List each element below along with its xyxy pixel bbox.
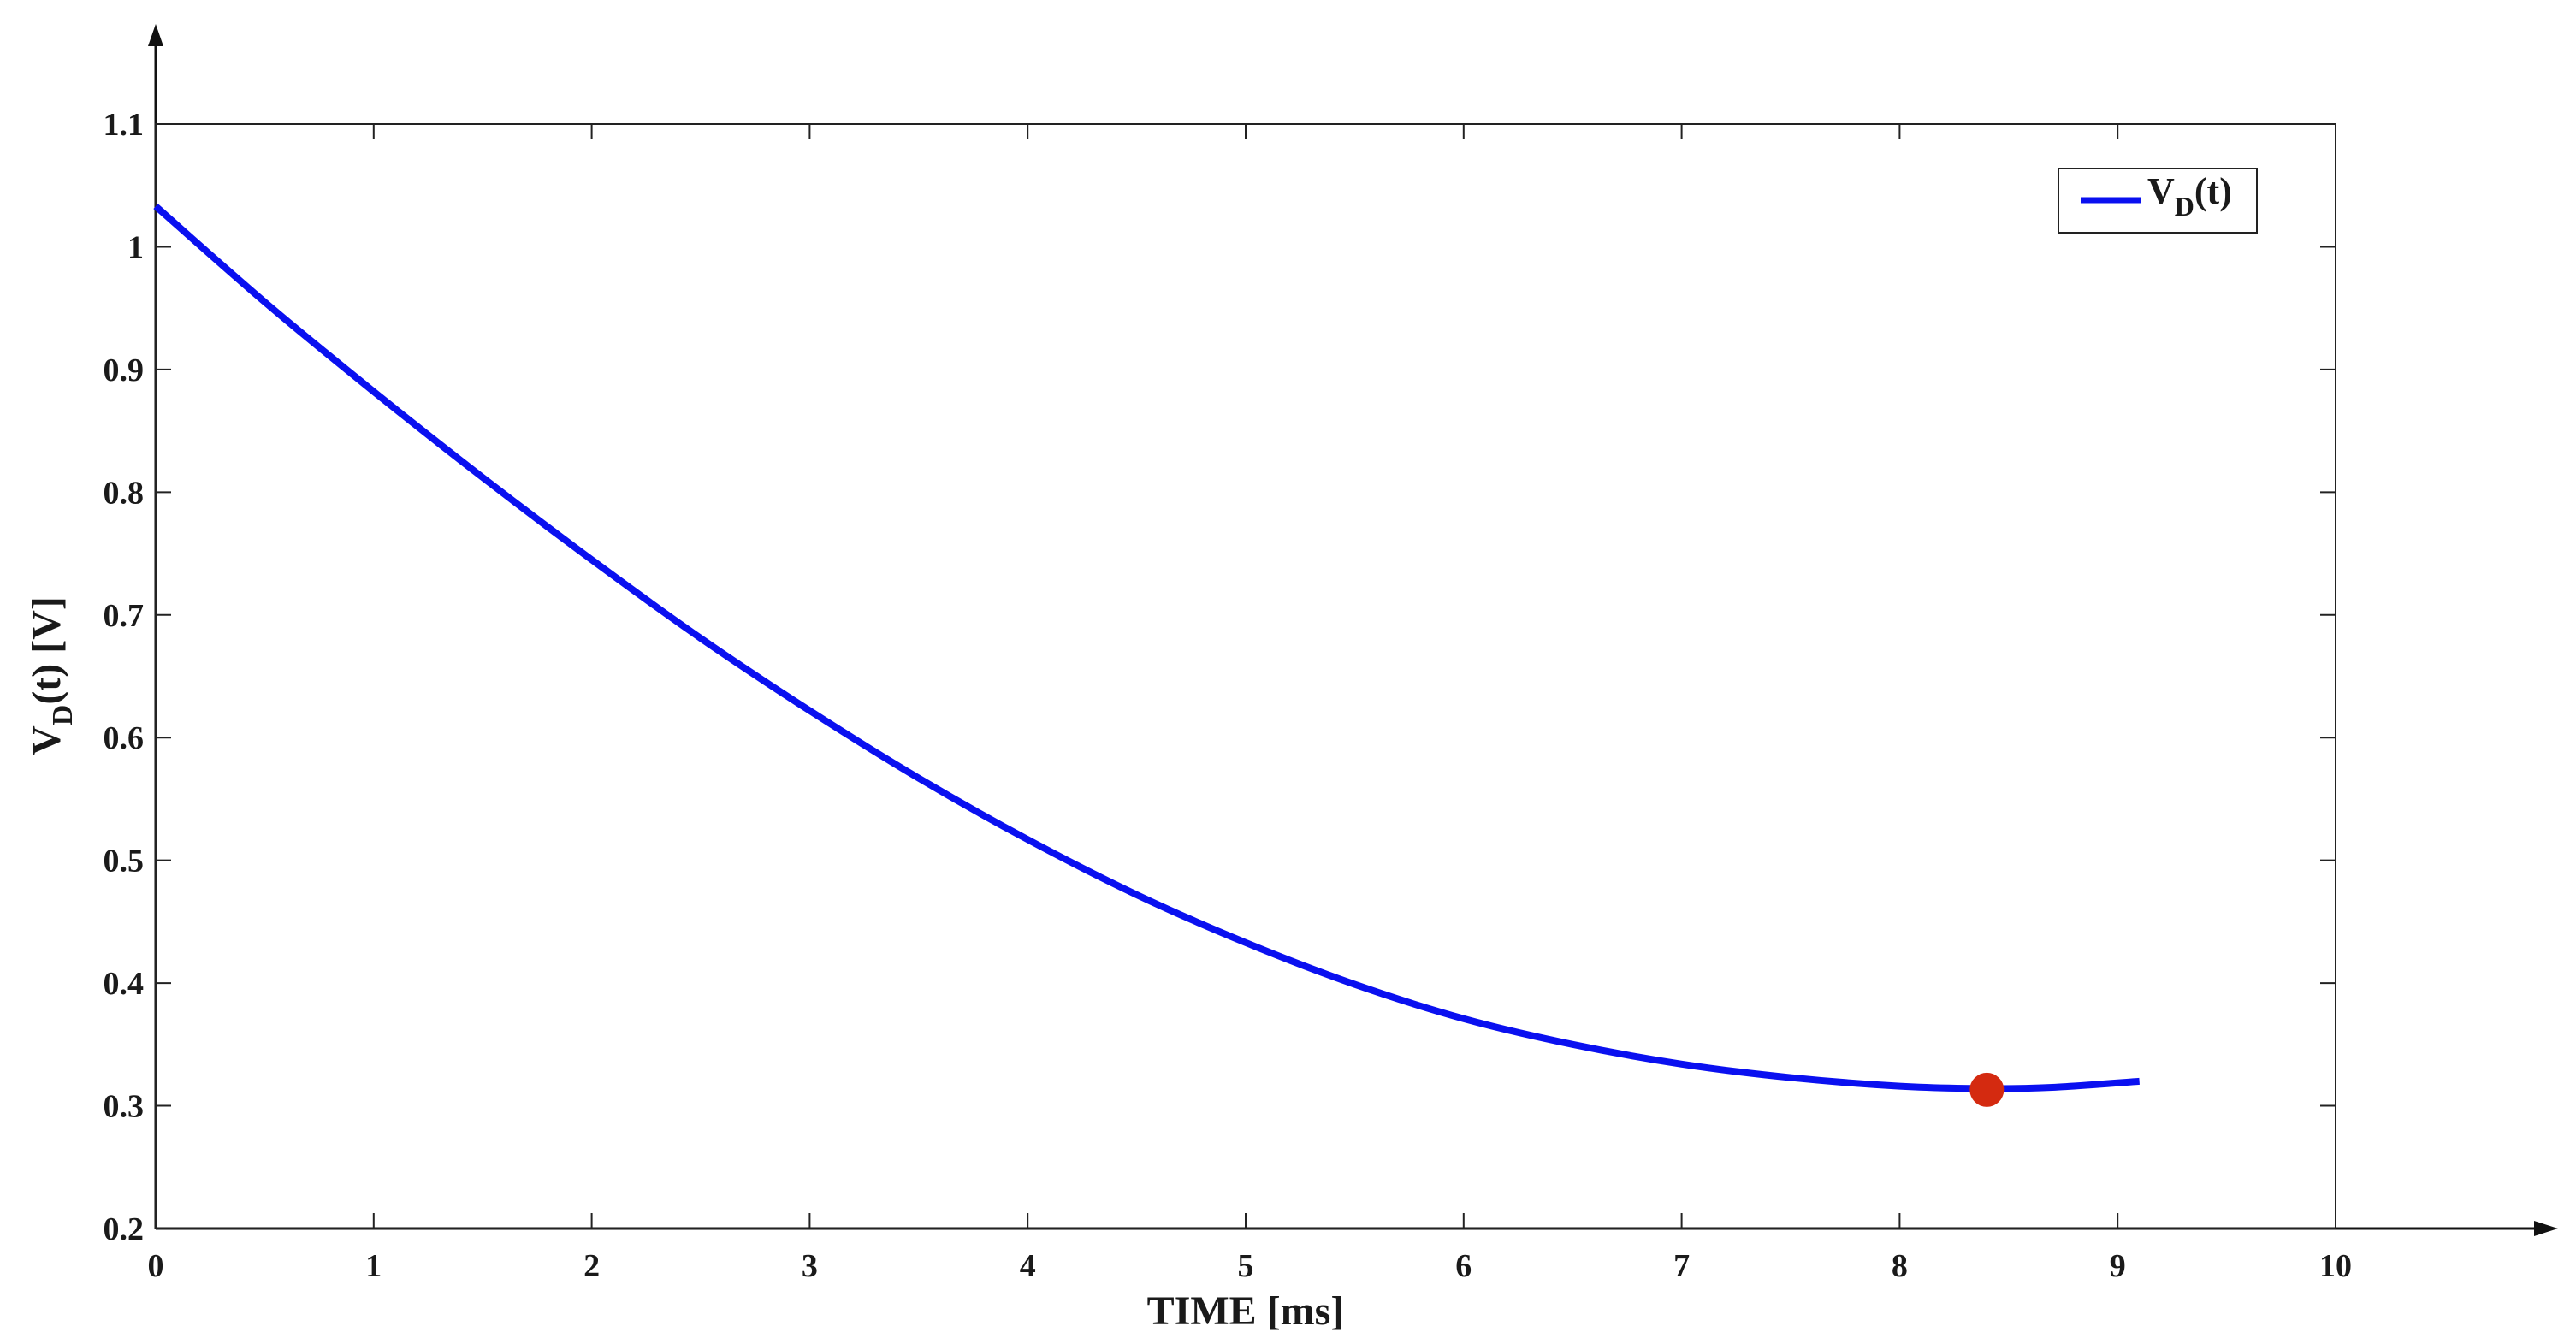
y-tick-label: 1 [127,229,144,265]
y-tick-label: 0.5 [104,844,145,879]
y-tick-label: 0.3 [104,1089,145,1125]
x-tick-label: 0 [148,1248,164,1284]
x-tick-label: 4 [1020,1248,1036,1284]
legend-label-main: V [2147,170,2175,212]
plot-area [155,123,2336,1229]
y-tick-label: 0.6 [104,720,145,756]
x-tick-label: 10 [2319,1248,2352,1284]
series-group [153,204,2140,1107]
y-tick-label: 0.2 [104,1211,145,1247]
x-tick-label: 6 [1455,1248,1472,1284]
y-ticks: 0.2 0.3 0.4 0.5 0.6 0.7 0.8 0.9 1 1.1 [104,107,2336,1247]
series-line [153,204,2140,1092]
x-tick-label: 2 [583,1248,600,1284]
y-axis-arrowhead [148,24,163,46]
x-axis-arrowhead [2534,1221,2558,1236]
x-tick-label: 1 [365,1248,382,1284]
x-tick-label: 9 [2110,1248,2126,1284]
y-axis-label: VD(t) [V] [24,596,79,755]
y-tick-label: 0.9 [104,352,145,388]
legend: VD(t) [2058,168,2258,234]
x-tick-label: 3 [802,1248,818,1284]
legend-label-sub: D [2175,191,2194,222]
y-axis-label-sub: D [47,705,79,726]
y-tick-label: 0.8 [104,475,145,511]
minimum-point-marker [1969,1072,2005,1107]
x-tick-label: 8 [1892,1248,1908,1284]
x-ticks: 0 1 2 3 4 5 6 7 8 9 10 [148,124,2352,1284]
y-tick-label: 1.1 [104,107,145,143]
legend-label: VD(t) [2147,170,2232,222]
x-axis-label: TIME [ms] [1147,1288,1345,1334]
x-tick-label: 7 [1673,1248,1690,1284]
legend-label-rest: (t) [2194,170,2232,212]
y-tick-label: 0.7 [104,598,145,634]
y-axis-label-main: V [24,725,69,755]
x-tick-label: 5 [1238,1248,1254,1284]
y-axis-label-rest: (t) [V] [24,596,69,705]
y-tick-label: 0.4 [104,966,145,1002]
